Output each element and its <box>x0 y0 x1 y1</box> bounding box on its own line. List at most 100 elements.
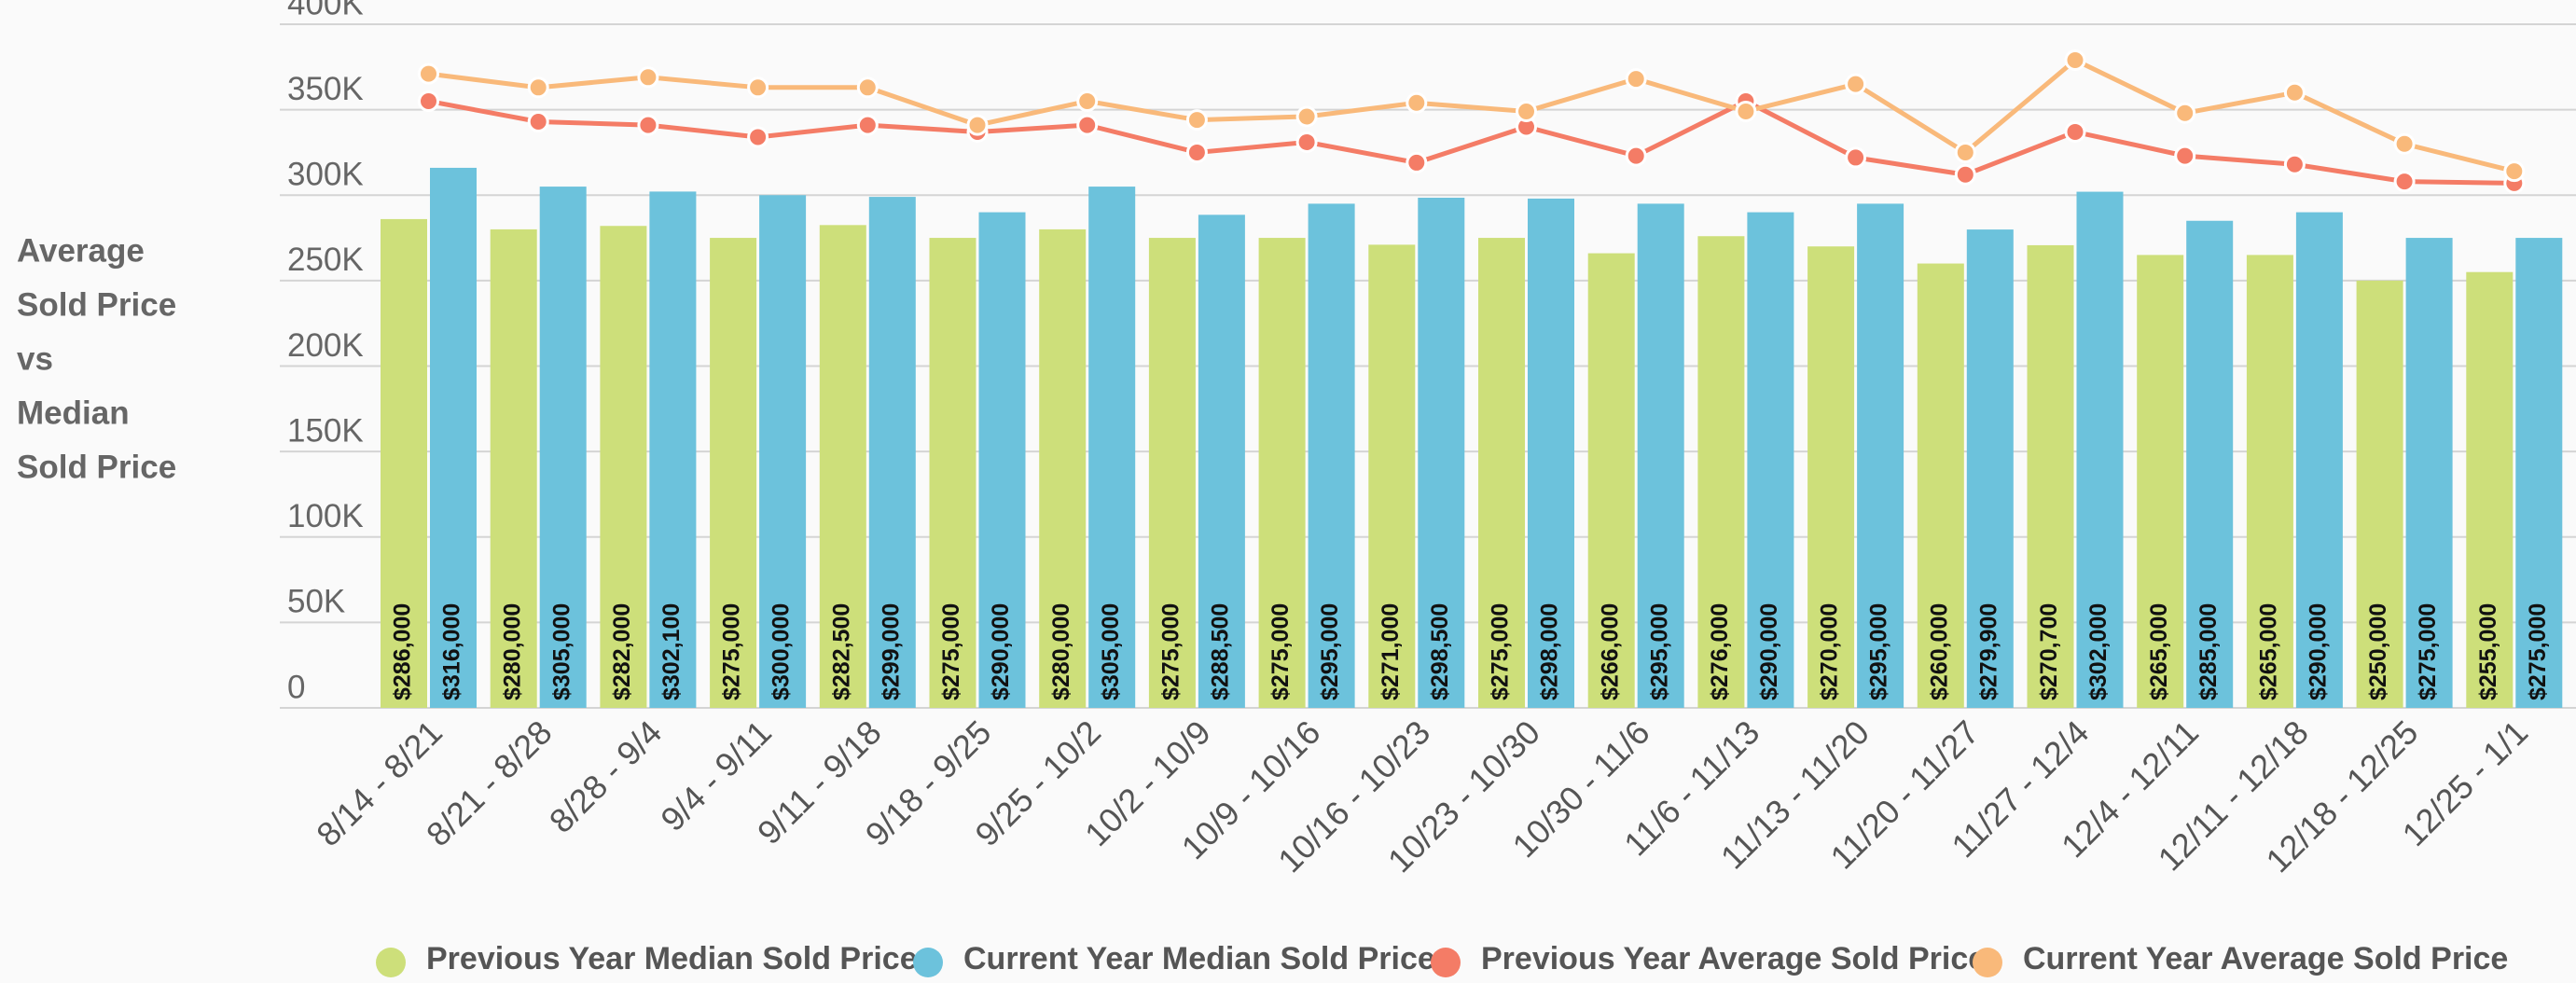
value-label: $275,000 <box>2525 603 2551 700</box>
bar <box>539 187 587 708</box>
value-label: $280,000 <box>499 603 525 700</box>
bar <box>1258 238 1306 708</box>
y-tick-label: 350K <box>287 71 364 107</box>
value-label: $279,900 <box>1975 603 2001 700</box>
line-point <box>2283 81 2306 104</box>
value-label: $298,000 <box>1537 603 1563 700</box>
line-point <box>1954 163 1976 186</box>
value-label: $286,000 <box>390 603 416 700</box>
value-label: $295,000 <box>1866 603 1892 700</box>
bar <box>1478 238 1525 708</box>
value-label: $290,000 <box>988 603 1014 700</box>
value-label: $275,000 <box>2415 603 2441 700</box>
bar <box>2356 280 2403 708</box>
line-point <box>2174 102 2196 124</box>
value-label: $275,000 <box>938 603 964 700</box>
bar <box>1966 229 2014 708</box>
line <box>428 57 2515 174</box>
bar <box>1198 215 1245 709</box>
value-label: $285,000 <box>2195 603 2222 700</box>
bar <box>1308 203 1355 709</box>
value-label: $282,500 <box>828 603 854 700</box>
line-point <box>747 76 769 99</box>
bar <box>759 195 807 708</box>
bar <box>2137 255 2184 708</box>
line-point <box>2064 48 2086 71</box>
line-point <box>966 114 989 136</box>
value-label: $275,000 <box>719 603 745 700</box>
legend-label: Previous Year Average Sold Price <box>1481 941 1986 976</box>
y-tick-label: 100K <box>287 498 364 534</box>
value-label: $270,000 <box>1817 603 1843 700</box>
value-label: $302,000 <box>2085 603 2112 700</box>
value-label: $305,000 <box>548 603 575 700</box>
line-point <box>1076 90 1099 112</box>
line-point <box>1845 146 1867 169</box>
legend-swatch <box>1973 948 2002 977</box>
line-point <box>2174 145 2196 167</box>
line-point <box>1185 109 1208 132</box>
line-point <box>1516 100 1537 122</box>
bar <box>430 167 477 708</box>
bar <box>710 238 757 708</box>
line-point <box>2064 120 2086 143</box>
value-label: $265,000 <box>2146 603 2172 700</box>
value-label: $275,000 <box>1488 603 1514 700</box>
bar <box>1807 246 1855 708</box>
line-point <box>1625 68 1647 90</box>
bar <box>978 212 1026 708</box>
bar <box>1917 263 1964 708</box>
value-label: $295,000 <box>1317 603 1343 700</box>
value-label: $275,000 <box>1267 603 1294 700</box>
line-point <box>856 114 879 136</box>
value-label: $280,000 <box>1048 603 1074 700</box>
value-label: $295,000 <box>1646 603 1672 700</box>
y-tick-label: 250K <box>287 242 364 278</box>
line-point <box>1185 141 1208 163</box>
bar <box>1857 203 1904 709</box>
y-tick-label: 0 <box>287 669 305 705</box>
value-label: $288,500 <box>1208 603 1234 700</box>
side-title: Average <box>17 232 145 269</box>
value-label: $270,700 <box>2036 603 2062 700</box>
line-point <box>527 76 549 99</box>
legend-swatch <box>376 948 406 977</box>
bar <box>2466 271 2514 708</box>
value-label: $299,000 <box>878 603 904 700</box>
value-label: $255,000 <box>2475 603 2501 700</box>
value-label: $266,000 <box>1597 603 1623 700</box>
bar <box>1747 212 1794 708</box>
bar <box>1039 228 1087 708</box>
line-point <box>1295 131 1318 153</box>
bar <box>2027 244 2074 708</box>
line-point <box>2503 160 2526 183</box>
side-title: Sold Price <box>17 449 176 485</box>
line-point <box>1954 141 1976 163</box>
legend-label: Previous Year Median Sold Price <box>426 941 918 976</box>
bar <box>2515 238 2563 708</box>
line-point <box>527 110 549 132</box>
line-point <box>418 90 439 112</box>
bar <box>1587 253 1635 708</box>
value-label: $300,000 <box>769 603 795 700</box>
bar <box>868 197 916 708</box>
value-label: $276,000 <box>1707 603 1733 700</box>
value-label: $302,100 <box>658 603 685 700</box>
line-point <box>418 62 439 85</box>
bar <box>2295 212 2343 708</box>
bar <box>490 228 537 708</box>
y-tick-label: 200K <box>287 327 364 364</box>
bar <box>2246 255 2293 708</box>
value-label: $305,000 <box>1098 603 1124 700</box>
value-label: $290,000 <box>2306 603 2332 700</box>
bar <box>2076 191 2124 708</box>
side-title: Sold Price <box>17 286 176 323</box>
bar <box>1528 198 1574 709</box>
line-point <box>747 126 769 148</box>
line <box>428 98 2514 186</box>
bar <box>649 191 697 709</box>
line-point <box>856 76 879 99</box>
line-point <box>1735 100 1757 122</box>
line-point <box>637 66 659 89</box>
